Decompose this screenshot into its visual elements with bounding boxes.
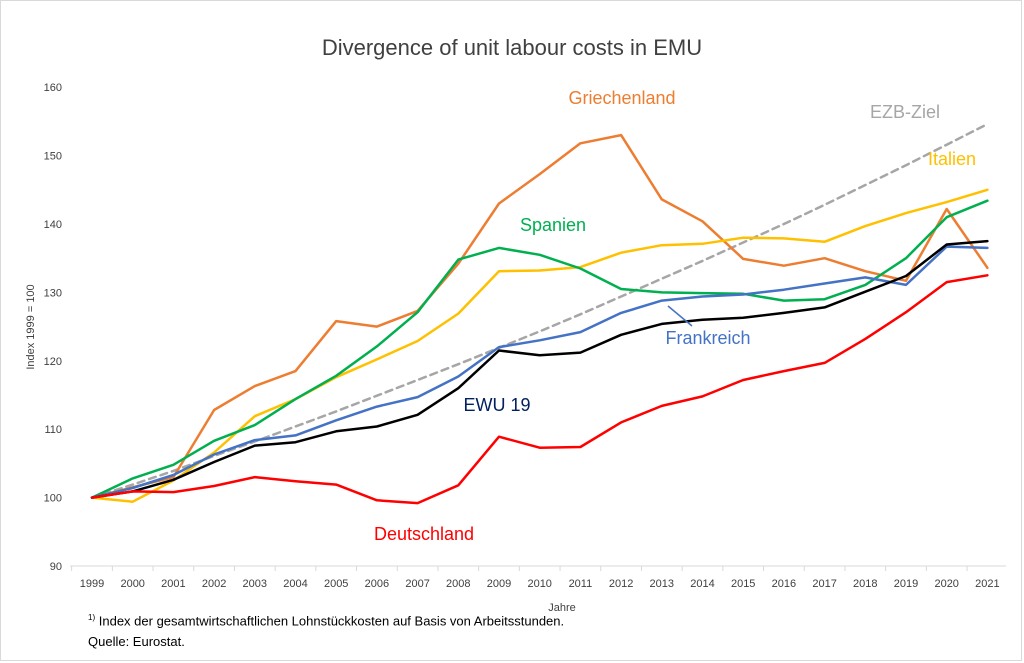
x-tick-label: 2004 <box>283 578 307 590</box>
x-tick-label: 2007 <box>405 578 429 590</box>
x-tick-label: 2000 <box>120 578 144 590</box>
x-tick-label: 2008 <box>446 578 470 590</box>
footnote-text: Index der gesamtwirtschaftlichen Lohnstü… <box>98 613 565 629</box>
series-label: Italien <box>928 149 976 169</box>
x-tick-label: 2001 <box>161 578 185 590</box>
x-axis: 1999 2000 2001 2002 2003 2004 2005 2006 2007 2008… <box>71 566 1000 590</box>
x-tick-label: 2020 <box>934 578 958 590</box>
x-tick-label: 1999 <box>80 578 104 590</box>
y-tick-label: 150 <box>44 151 62 163</box>
series-label: Griechenland <box>568 88 675 108</box>
series-line <box>90 245 989 499</box>
y-axis-title: Index 1999 = 100 <box>25 284 37 369</box>
x-tick-label: 2005 <box>324 578 348 590</box>
series-line <box>90 274 989 505</box>
x-tick-label: 2002 <box>202 578 226 590</box>
x-tick-label: 2012 <box>609 578 633 590</box>
y-tick-label: 130 <box>44 287 62 299</box>
footnote-source: Quelle: Eurostat. <box>88 634 185 649</box>
chart-title: Divergence of unit labour costs in EMU <box>322 35 702 60</box>
footnote-marker: 1) <box>88 613 96 622</box>
series-label: Deutschland <box>374 524 474 544</box>
series-label: Spanien <box>520 215 586 235</box>
x-tick-label: 2019 <box>894 578 918 590</box>
x-tick-label: 2016 <box>772 578 796 590</box>
x-tick-label: 2013 <box>650 578 674 590</box>
y-tick-label: 100 <box>44 493 62 505</box>
y-axis: 90 100 110 120 130 140 150 160 <box>44 82 62 573</box>
x-tick-label: 2021 <box>975 578 999 590</box>
x-tick-label: 2017 <box>812 578 836 590</box>
x-tick-label: 2018 <box>853 578 877 590</box>
series-label: Frankreich <box>665 328 750 348</box>
series-line <box>90 188 989 503</box>
y-tick-label: 120 <box>44 356 62 368</box>
footnote-line-1: 1) Index der gesamtwirtschaftlichen Lohn… <box>88 613 564 628</box>
y-tick-label: 160 <box>44 82 62 94</box>
x-axis-title: Jahre <box>548 602 576 614</box>
series-line <box>90 199 989 499</box>
series-lines <box>90 122 989 505</box>
x-tick-label: 2009 <box>487 578 511 590</box>
y-tick-label: 110 <box>44 424 62 436</box>
series-labels: Griechenland EZB-Ziel Italien Spanien Frankr… <box>374 88 976 544</box>
series-label: EWU 19 <box>463 395 530 415</box>
series-line <box>90 133 989 499</box>
x-tick-label: 2015 <box>731 578 755 590</box>
x-tick-label: 2010 <box>527 578 551 590</box>
y-tick-label: 90 <box>50 561 62 573</box>
x-tick-label: 2014 <box>690 578 714 590</box>
x-tick-label: 2003 <box>243 578 267 590</box>
series-label: EZB-Ziel <box>870 102 940 122</box>
x-tick-label: 2011 <box>569 578 593 590</box>
series-line <box>90 122 989 499</box>
x-tick-label: 2006 <box>365 578 389 590</box>
y-tick-label: 140 <box>44 219 62 231</box>
frankreich-label-arrow <box>667 305 693 327</box>
series-line <box>90 239 989 499</box>
